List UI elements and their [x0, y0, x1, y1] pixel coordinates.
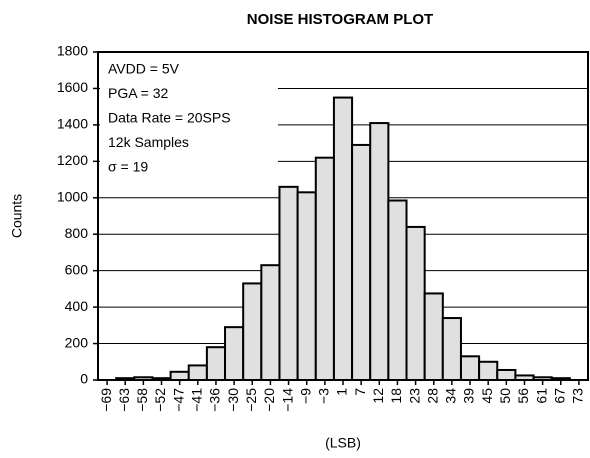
x-tick-label: 73 [570, 388, 586, 404]
x-tick-label: −30 [225, 388, 241, 412]
bar [296, 191, 317, 381]
x-tick-label: −41 [189, 388, 205, 412]
bar [332, 96, 354, 382]
x-tick-label: −20 [261, 388, 277, 412]
x-tick-label: −25 [243, 388, 259, 412]
x-tick-label: −63 [116, 388, 132, 412]
bar [205, 346, 227, 382]
bar [169, 370, 190, 381]
y-tick-label: 1200 [57, 152, 88, 168]
plot-frame [97, 51, 589, 381]
annotation: PGA = 32 [108, 85, 169, 101]
bar [260, 264, 281, 382]
annotation: σ = 19 [108, 159, 148, 175]
y-tick-label: 600 [65, 261, 89, 277]
x-tick-label: 39 [461, 388, 477, 404]
y-tick-label: 200 [65, 334, 89, 350]
bar [242, 282, 263, 381]
x-axis-label: (LSB) [325, 435, 361, 451]
y-tick-label: 1800 [57, 43, 88, 59]
bar [496, 368, 517, 382]
x-tick-label: 7 [352, 388, 368, 396]
annotation: 12k Samples [108, 134, 189, 150]
x-tick-label: 1 [334, 388, 350, 396]
y-tick-label: 400 [65, 298, 89, 314]
x-tick-label: 45 [479, 388, 495, 404]
x-tick-label: 50 [497, 388, 513, 404]
y-tick-label: 1400 [57, 116, 88, 132]
bar [423, 292, 444, 382]
x-tick-label: −14 [279, 388, 295, 412]
bar [459, 355, 481, 381]
annotation: AVDD = 5V [108, 61, 180, 77]
bar [369, 122, 390, 381]
x-tick-label: −52 [152, 388, 168, 412]
x-tick-label: −47 [170, 388, 186, 412]
bar [187, 364, 208, 381]
x-tick-label: 23 [406, 388, 422, 404]
bar [314, 156, 335, 381]
x-tick-label: 56 [515, 388, 531, 404]
x-tick-label: −9 [297, 388, 313, 404]
bar [351, 143, 372, 381]
x-tick-label: −58 [134, 388, 150, 412]
x-tick-label: −36 [207, 388, 223, 412]
bar [441, 317, 462, 381]
bar [405, 225, 426, 381]
y-tick-label: 0 [80, 371, 88, 387]
x-tick-label: 61 [533, 388, 549, 404]
x-tick-label: 18 [388, 388, 404, 404]
bar [278, 185, 299, 381]
x-tick-label: −3 [316, 388, 332, 404]
bar [478, 360, 499, 381]
chart-title: NOISE HISTOGRAM PLOT [247, 11, 433, 28]
annotation-box [100, 54, 278, 178]
x-tick-label: 12 [370, 388, 386, 404]
bar [224, 326, 245, 381]
x-tick-label: −69 [98, 388, 114, 412]
x-tick-label: 67 [551, 388, 567, 404]
x-tick-label: 34 [443, 388, 459, 404]
x-tick-label: 28 [424, 388, 440, 404]
y-tick-label: 1000 [57, 188, 88, 204]
annotation: Data Rate = 20SPS [108, 110, 231, 126]
bar [387, 199, 408, 381]
y-tick-label: 1600 [57, 79, 88, 95]
y-axis-label: Counts [9, 194, 25, 238]
y-tick-label: 800 [65, 225, 89, 241]
